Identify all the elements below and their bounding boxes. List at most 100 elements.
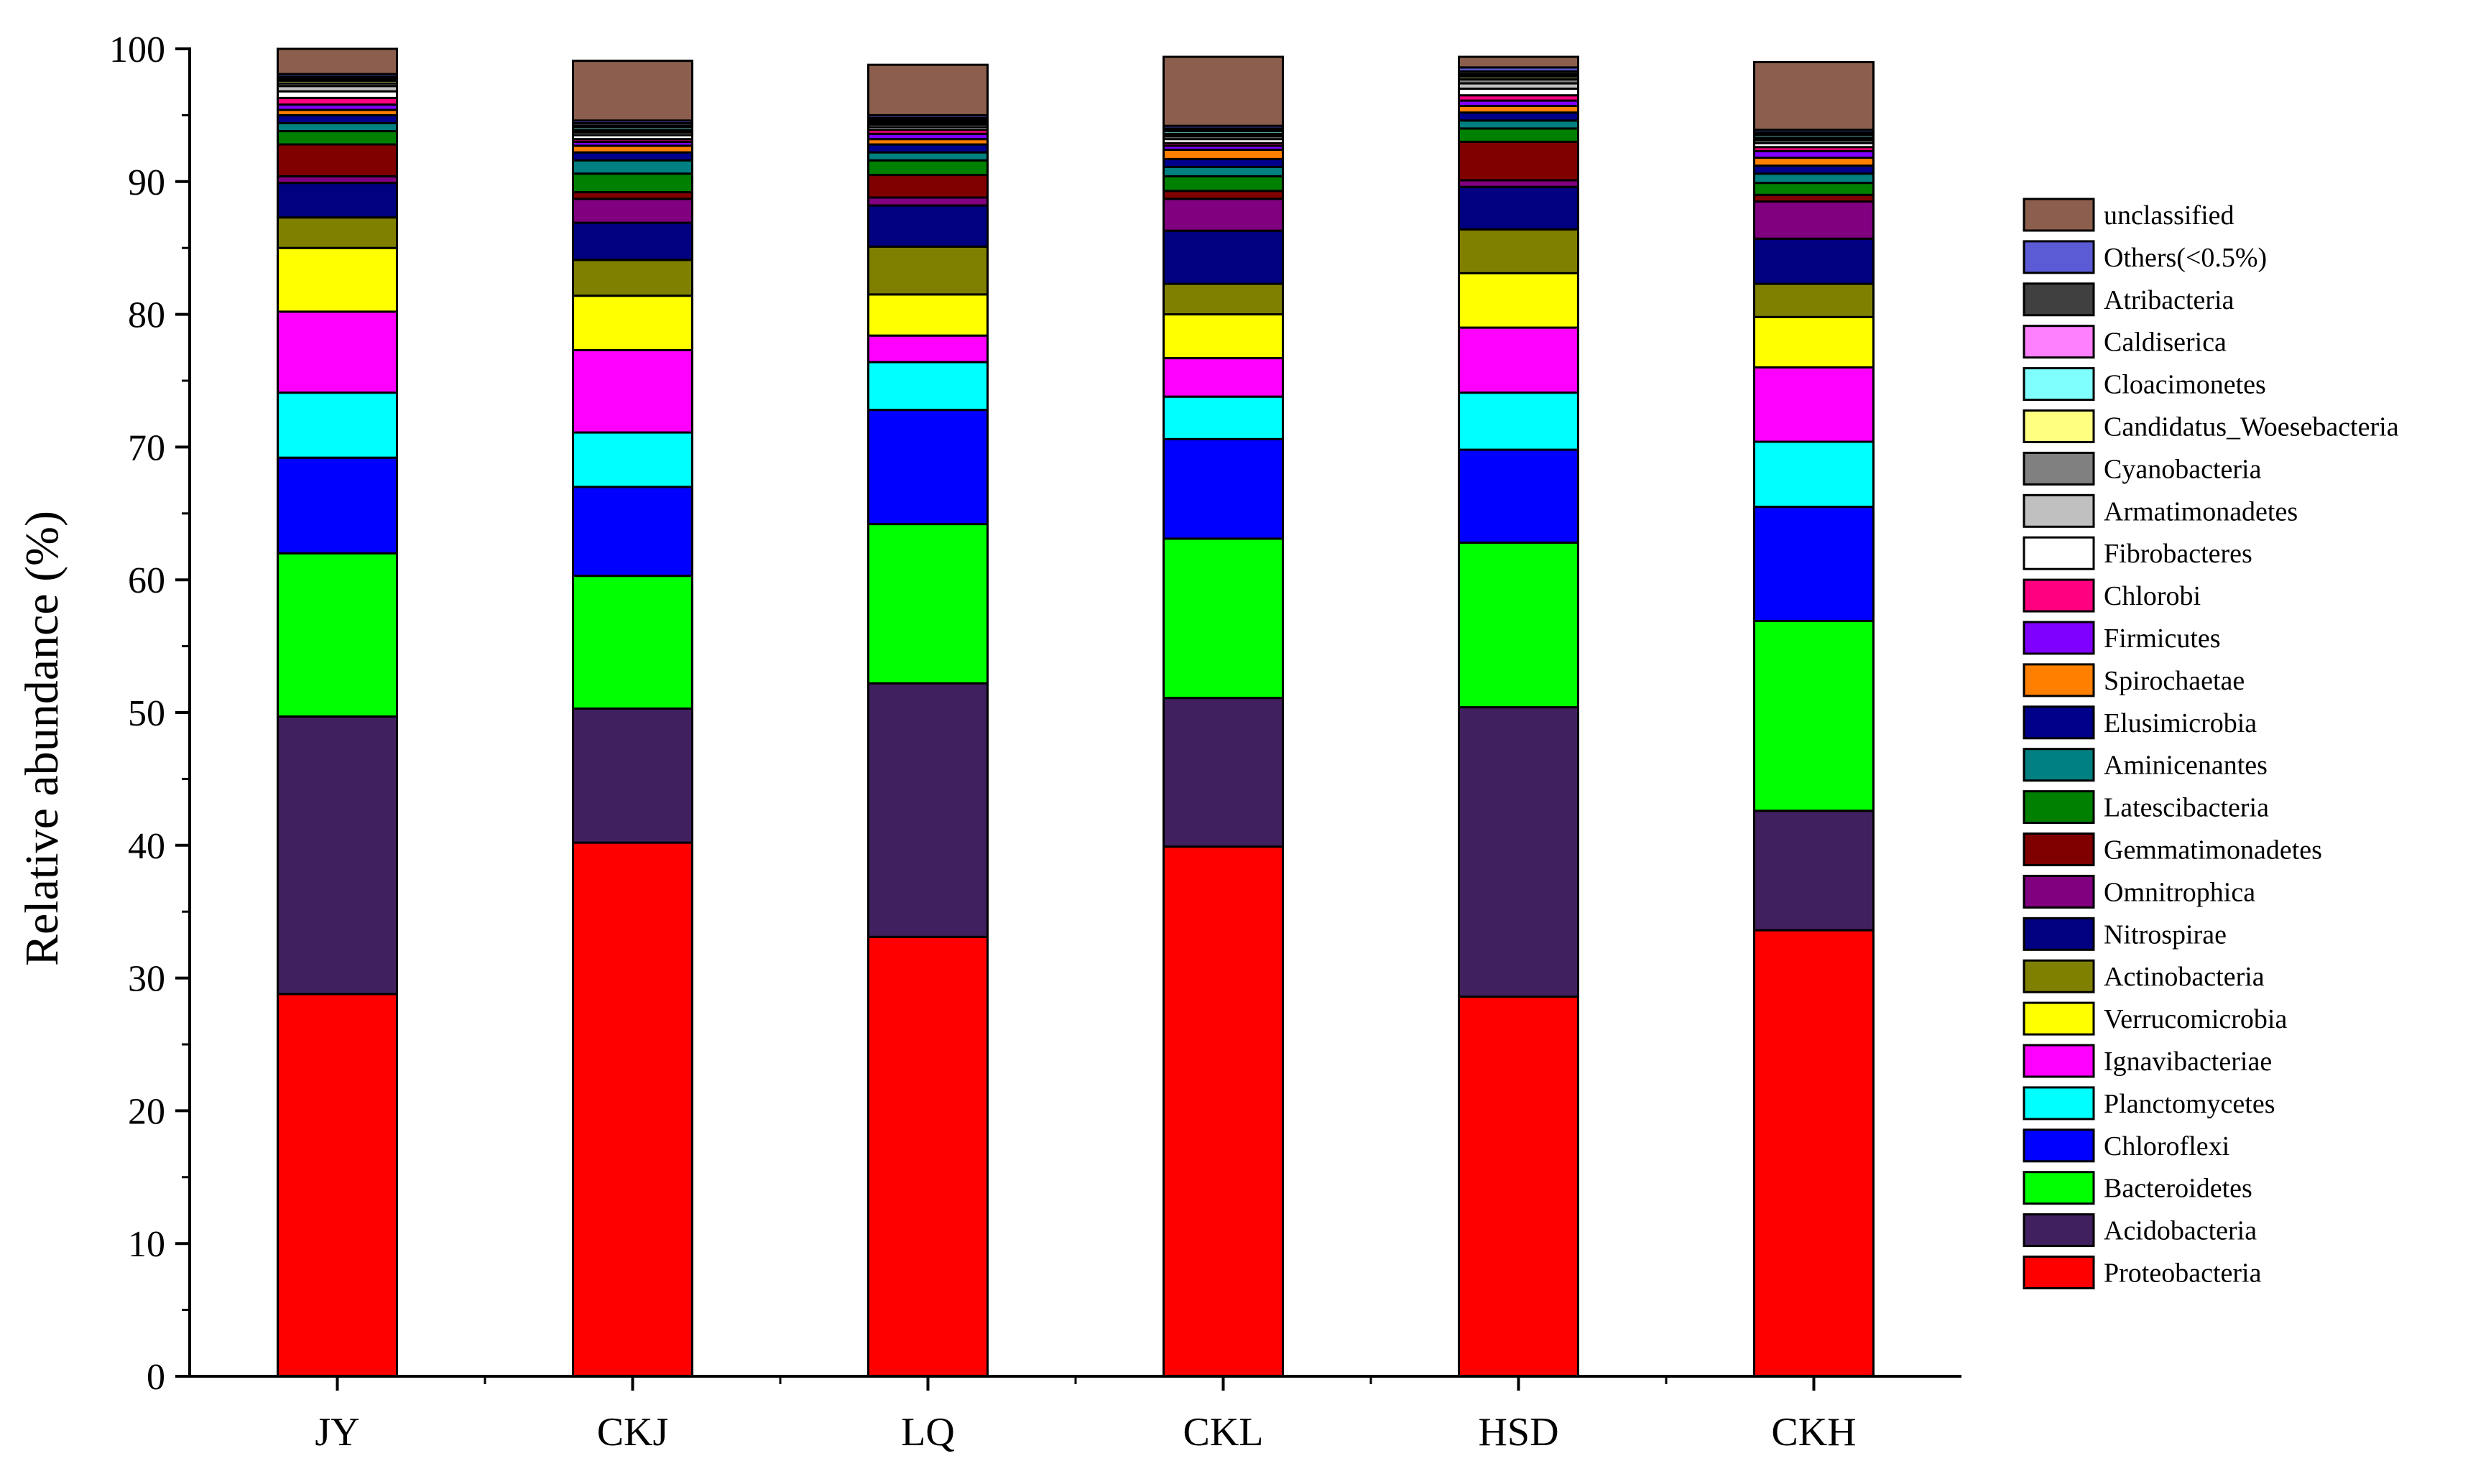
- legend-label-fibrobacteres: Fibrobacteres: [2104, 539, 2252, 569]
- bar-segment-ckl-actinobacteria: [1163, 282, 1284, 316]
- legend-label-proteobacteria: Proteobacteria: [2104, 1258, 2262, 1289]
- bar-segment-ckl-aminicenantes: [1163, 165, 1284, 177]
- legend-item-elusimicrobia: Elusimicrobia: [2023, 705, 2257, 740]
- legend-swatch-omnitrophica: [2023, 874, 2095, 909]
- legend-item-others-0-5: Others(<0.5%): [2023, 240, 2267, 274]
- y-tick-label-90: 90: [128, 162, 165, 203]
- bar-segment-ckj-planctomycetes: [572, 431, 693, 488]
- y-tick-label-20: 20: [128, 1091, 165, 1132]
- legend-swatch-aminicenantes: [2023, 748, 2095, 782]
- legend-label-chloroflexi: Chloroflexi: [2104, 1131, 2229, 1161]
- y-tick-label-60: 60: [128, 560, 165, 601]
- bar-segment-hsd-proteobacteria: [1458, 995, 1579, 1378]
- bar-segment-ckl-spirochaetae: [1163, 148, 1284, 160]
- bar-segment-ckj-unclassified: [572, 60, 693, 122]
- bar-stack-ckh: [1753, 60, 1875, 1378]
- legend-swatch-gemmatimonadetes: [2023, 833, 2095, 866]
- bar-segment-ckl-nitrospirae: [1163, 229, 1284, 285]
- legend-label-caldiserica: Caldiserica: [2104, 328, 2227, 358]
- bar-stack-hsd: [1458, 55, 1579, 1378]
- bar-segment-lq-nitrospirae: [867, 204, 989, 248]
- bars-layer: [277, 47, 1875, 1378]
- bar-segment-lq-verrucomicrobia: [867, 293, 989, 337]
- bar-segment-hsd-verrucomicrobia: [1458, 272, 1579, 329]
- bar-segment-jy-latescibacteria: [277, 130, 398, 146]
- legend-item-latescibacteria: Latescibacteria: [2023, 790, 2269, 825]
- y-tick-label-0: 0: [147, 1357, 165, 1398]
- legend-label-gemmatimonadetes: Gemmatimonadetes: [2104, 835, 2322, 866]
- legend-item-fibrobacteres: Fibrobacteres: [2023, 536, 2252, 570]
- bar-segment-jy-planctomycetes: [277, 391, 398, 459]
- legend-item-spirochaetae: Spirochaetae: [2023, 663, 2245, 697]
- legend-item-gemmatimonadetes: Gemmatimonadetes: [2023, 833, 2322, 866]
- bar-segment-jy-unclassified: [277, 47, 398, 75]
- y-tick-label-80: 80: [128, 295, 165, 336]
- y-axis-title: Relative abundance (%): [16, 511, 68, 966]
- bar-segment-ckl-bacteroidetes: [1163, 537, 1284, 700]
- legend-label-ignavibacteriae: Ignavibacteriae: [2104, 1047, 2272, 1077]
- bar-segment-ckh-elusimicrobia: [1753, 164, 1875, 175]
- legend-label-latescibacteria: Latescibacteria: [2104, 793, 2269, 823]
- bar-segment-jy-actinobacteria: [277, 216, 398, 249]
- bar-segment-lq-actinobacteria: [867, 245, 989, 296]
- bar-stack-jy: [277, 47, 398, 1378]
- legend-label-verrucomicrobia: Verrucomicrobia: [2104, 1004, 2287, 1034]
- bar-segment-ckl-acidobacteria: [1163, 697, 1284, 848]
- legend-swatch-bacteroidetes: [2023, 1171, 2095, 1205]
- bar-segment-ckh-bacteroidetes: [1753, 619, 1875, 812]
- bar-segment-hsd-nitrospirae: [1458, 185, 1579, 231]
- bar-segment-ckl-omnitrophica: [1163, 198, 1284, 232]
- legend-swatch-unclassified: [2023, 198, 2095, 232]
- x-tick-label-lq: LQ: [901, 1410, 955, 1455]
- y-tick-label-40: 40: [128, 826, 165, 867]
- legend-swatch-actinobacteria: [2023, 959, 2095, 993]
- bar-segment-ckj-actinobacteria: [572, 259, 693, 297]
- bar-segment-ckl-verrucomicrobia: [1163, 313, 1284, 360]
- bar-segment-lq-latescibacteria: [867, 159, 989, 177]
- bar-segment-ckh-actinobacteria: [1753, 282, 1875, 318]
- bar-segment-ckl-latescibacteria: [1163, 175, 1284, 193]
- bar-segment-lq-chloroflexi: [867, 409, 989, 526]
- bar-segment-ckj-ignavibacteriae: [572, 348, 693, 434]
- bar-segment-lq-omnitrophica: [867, 196, 989, 207]
- bar-segment-ckj-bacteroidetes: [572, 575, 693, 710]
- bar-stack-ckj: [572, 60, 693, 1378]
- legend-swatch-proteobacteria: [2023, 1256, 2095, 1289]
- bar-segment-hsd-acidobacteria: [1458, 706, 1579, 998]
- bar-segment-hsd-ignavibacteriae: [1458, 326, 1579, 394]
- legend: unclassified Others(<0.5%) Atribacteria Cal…: [2023, 198, 2399, 1289]
- bar-segment-ckh-latescibacteria: [1753, 182, 1875, 196]
- legend-label-acidobacteria: Acidobacteria: [2104, 1216, 2257, 1246]
- bar-segment-ckj-elusimicrobia: [572, 151, 693, 162]
- legend-swatch-chloroflexi: [2023, 1128, 2095, 1163]
- legend-label-chlorobi: Chlorobi: [2104, 581, 2201, 611]
- legend-label-firmicutes: Firmicutes: [2104, 623, 2221, 654]
- legend-swatch-spirochaetae: [2023, 663, 2095, 697]
- bar-segment-hsd-latescibacteria: [1458, 127, 1579, 143]
- y-tick-label-50: 50: [128, 693, 165, 734]
- legend-item-verrucomicrobia: Verrucomicrobia: [2023, 1001, 2287, 1036]
- bar-segment-lq-proteobacteria: [867, 935, 989, 1378]
- bar-segment-hsd-actinobacteria: [1458, 228, 1579, 274]
- legend-item-planctomycetes: Planctomycetes: [2023, 1086, 2275, 1121]
- bar-segment-ckj-proteobacteria: [572, 841, 693, 1378]
- bar-segment-jy-aminicenantes: [277, 121, 398, 133]
- bar-segment-ckh-nitrospirae: [1753, 237, 1875, 285]
- bar-segment-hsd-planctomycetes: [1458, 391, 1579, 451]
- y-tick-label-70: 70: [128, 427, 165, 468]
- bar-segment-jy-acidobacteria: [277, 715, 398, 996]
- bar-stack-lq: [867, 63, 989, 1378]
- legend-item-nitrospirae: Nitrospirae: [2023, 917, 2227, 951]
- bar-segment-ckj-omnitrophica: [572, 198, 693, 224]
- legend-swatch-verrucomicrobia: [2023, 1001, 2095, 1036]
- legend-label-spirochaetae: Spirochaetae: [2104, 666, 2245, 696]
- legend-item-proteobacteria: Proteobacteria: [2023, 1256, 2262, 1289]
- bar-segment-lq-aminicenantes: [867, 151, 989, 162]
- legend-label-actinobacteria: Actinobacteria: [2104, 962, 2265, 992]
- y-tick-label-100: 100: [109, 29, 165, 70]
- legend-swatch-acidobacteria: [2023, 1213, 2095, 1248]
- bar-segment-jy-gemmatimonadetes: [277, 143, 398, 177]
- legend-label-others-0-5: Others(<0.5%): [2104, 243, 2267, 273]
- legend-swatch-fibrobacteres: [2023, 536, 2095, 570]
